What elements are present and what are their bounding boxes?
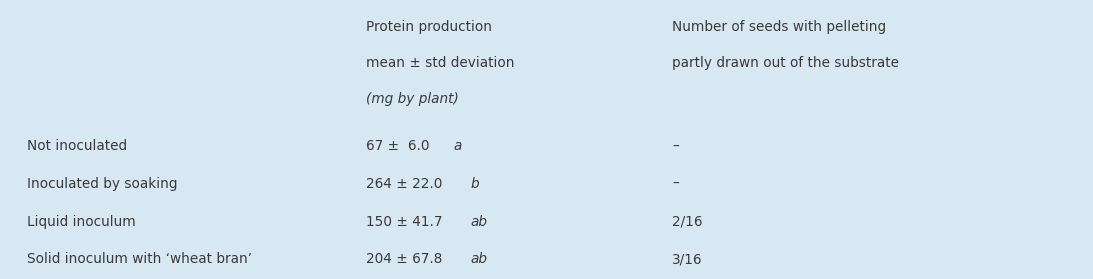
Text: Protein production: Protein production	[366, 20, 492, 33]
Text: ab: ab	[470, 252, 487, 266]
Text: 204 ± 67.8: 204 ± 67.8	[366, 252, 447, 266]
Text: Number of seeds with pelleting: Number of seeds with pelleting	[672, 20, 886, 33]
Text: Not inoculated: Not inoculated	[27, 140, 128, 153]
Text: mean ± std deviation: mean ± std deviation	[366, 56, 515, 70]
Text: –: –	[672, 140, 679, 153]
Text: Liquid inoculum: Liquid inoculum	[27, 215, 136, 229]
Text: 2/16: 2/16	[672, 215, 703, 229]
Text: ab: ab	[470, 215, 487, 229]
Text: 150 ± 41.7: 150 ± 41.7	[366, 215, 447, 229]
Text: Solid inoculum with ‘wheat bran’: Solid inoculum with ‘wheat bran’	[27, 252, 252, 266]
Text: b: b	[470, 177, 479, 191]
Text: –: –	[672, 177, 679, 191]
Text: Inoculated by soaking: Inoculated by soaking	[27, 177, 178, 191]
Text: 3/16: 3/16	[672, 252, 703, 266]
Text: 67 ±  6.0: 67 ± 6.0	[366, 140, 434, 153]
Text: 264 ± 22.0: 264 ± 22.0	[366, 177, 447, 191]
Text: partly drawn out of the substrate: partly drawn out of the substrate	[672, 56, 900, 70]
Text: (mg by plant): (mg by plant)	[366, 92, 459, 106]
Text: a: a	[454, 140, 462, 153]
